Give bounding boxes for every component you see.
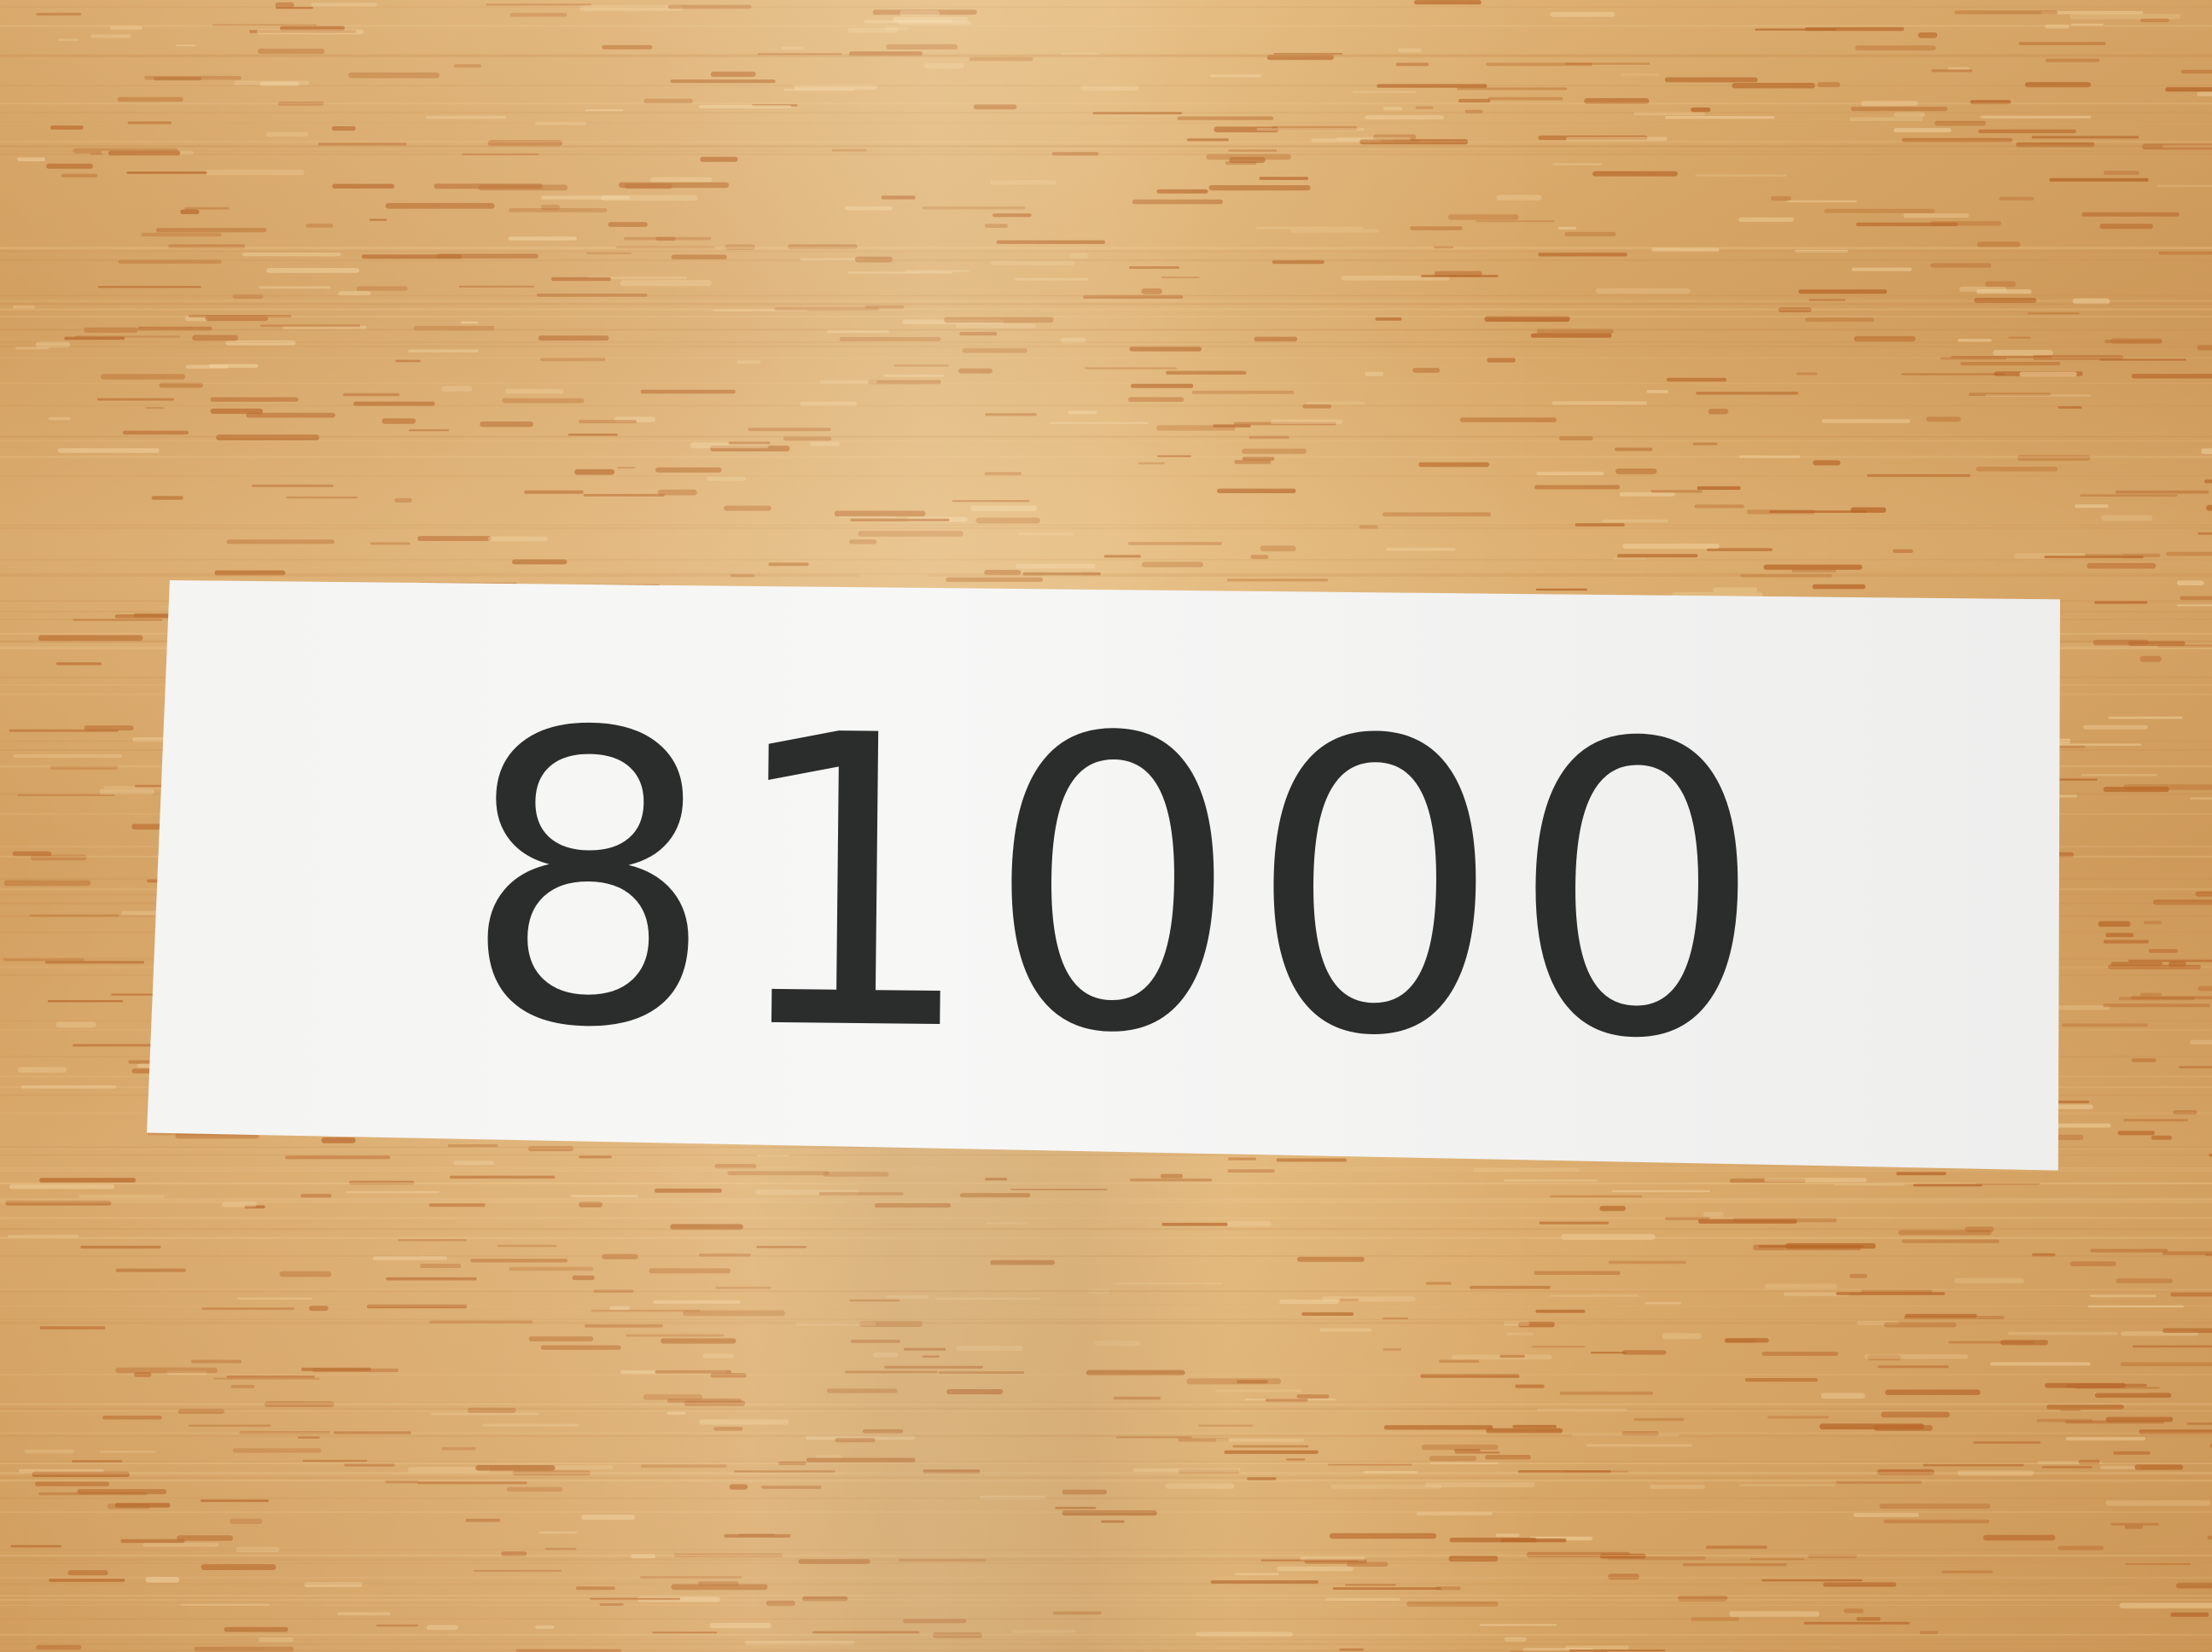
label-number: 81000: [458, 647, 1774, 1128]
paper-label: 81000: [147, 580, 2060, 1171]
